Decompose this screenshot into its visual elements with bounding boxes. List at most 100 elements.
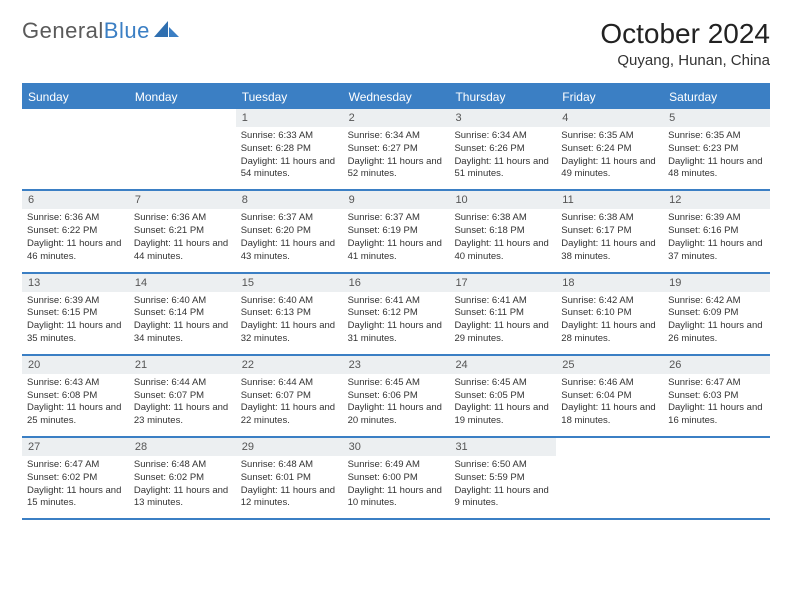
calendar-day: 4Sunrise: 6:35 AMSunset: 6:24 PMDaylight… bbox=[556, 109, 663, 189]
sunrise-text: Sunrise: 6:44 AM bbox=[134, 377, 231, 390]
day-body: Sunrise: 6:41 AMSunset: 6:12 PMDaylight:… bbox=[343, 292, 450, 354]
calendar-day: 22Sunrise: 6:44 AMSunset: 6:07 PMDayligh… bbox=[236, 356, 343, 436]
sunset-text: Sunset: 6:26 PM bbox=[454, 143, 551, 156]
sunrise-text: Sunrise: 6:38 AM bbox=[561, 212, 658, 225]
day-number: 9 bbox=[343, 191, 450, 209]
day-number: 22 bbox=[236, 356, 343, 374]
day-number: 14 bbox=[129, 274, 236, 292]
calendar-day: 24Sunrise: 6:45 AMSunset: 6:05 PMDayligh… bbox=[449, 356, 556, 436]
sunrise-text: Sunrise: 6:44 AM bbox=[241, 377, 338, 390]
sunrise-text: Sunrise: 6:48 AM bbox=[241, 459, 338, 472]
calendar-day: 27Sunrise: 6:47 AMSunset: 6:02 PMDayligh… bbox=[22, 438, 129, 518]
sunset-text: Sunset: 6:15 PM bbox=[27, 307, 124, 320]
calendar-day: 23Sunrise: 6:45 AMSunset: 6:06 PMDayligh… bbox=[343, 356, 450, 436]
logo-sail-icon bbox=[154, 19, 180, 39]
day-body: Sunrise: 6:39 AMSunset: 6:15 PMDaylight:… bbox=[22, 292, 129, 354]
daylight-text: Daylight: 11 hours and 18 minutes. bbox=[561, 402, 658, 428]
calendar-day bbox=[663, 438, 770, 518]
calendar-week: 27Sunrise: 6:47 AMSunset: 6:02 PMDayligh… bbox=[22, 438, 770, 520]
calendar-day: 28Sunrise: 6:48 AMSunset: 6:02 PMDayligh… bbox=[129, 438, 236, 518]
day-number: 11 bbox=[556, 191, 663, 209]
weekday-header: Wednesday bbox=[343, 85, 450, 109]
day-body: Sunrise: 6:41 AMSunset: 6:11 PMDaylight:… bbox=[449, 292, 556, 354]
sunset-text: Sunset: 6:17 PM bbox=[561, 225, 658, 238]
calendar-day: 14Sunrise: 6:40 AMSunset: 6:14 PMDayligh… bbox=[129, 274, 236, 354]
day-number: 6 bbox=[22, 191, 129, 209]
weekday-header: Thursday bbox=[449, 85, 556, 109]
calendar-day: 10Sunrise: 6:38 AMSunset: 6:18 PMDayligh… bbox=[449, 191, 556, 271]
sunrise-text: Sunrise: 6:40 AM bbox=[241, 295, 338, 308]
daylight-text: Daylight: 11 hours and 20 minutes. bbox=[348, 402, 445, 428]
calendar-day: 11Sunrise: 6:38 AMSunset: 6:17 PMDayligh… bbox=[556, 191, 663, 271]
day-number: 13 bbox=[22, 274, 129, 292]
sunset-text: Sunset: 5:59 PM bbox=[454, 472, 551, 485]
calendar-day: 26Sunrise: 6:47 AMSunset: 6:03 PMDayligh… bbox=[663, 356, 770, 436]
day-body: Sunrise: 6:37 AMSunset: 6:20 PMDaylight:… bbox=[236, 209, 343, 271]
sunset-text: Sunset: 6:14 PM bbox=[134, 307, 231, 320]
sunset-text: Sunset: 6:03 PM bbox=[668, 390, 765, 403]
calendar-day: 2Sunrise: 6:34 AMSunset: 6:27 PMDaylight… bbox=[343, 109, 450, 189]
sunrise-text: Sunrise: 6:41 AM bbox=[348, 295, 445, 308]
sunset-text: Sunset: 6:04 PM bbox=[561, 390, 658, 403]
day-body: Sunrise: 6:48 AMSunset: 6:01 PMDaylight:… bbox=[236, 456, 343, 518]
daylight-text: Daylight: 11 hours and 48 minutes. bbox=[668, 156, 765, 182]
day-body: Sunrise: 6:48 AMSunset: 6:02 PMDaylight:… bbox=[129, 456, 236, 518]
sunrise-text: Sunrise: 6:47 AM bbox=[668, 377, 765, 390]
day-body: Sunrise: 6:45 AMSunset: 6:05 PMDaylight:… bbox=[449, 374, 556, 436]
weekday-header-row: SundayMondayTuesdayWednesdayThursdayFrid… bbox=[22, 85, 770, 109]
daylight-text: Daylight: 11 hours and 34 minutes. bbox=[134, 320, 231, 346]
daylight-text: Daylight: 11 hours and 22 minutes. bbox=[241, 402, 338, 428]
day-number: 17 bbox=[449, 274, 556, 292]
calendar-day: 31Sunrise: 6:50 AMSunset: 5:59 PMDayligh… bbox=[449, 438, 556, 518]
calendar-day: 18Sunrise: 6:42 AMSunset: 6:10 PMDayligh… bbox=[556, 274, 663, 354]
day-number: 10 bbox=[449, 191, 556, 209]
calendar-day: 17Sunrise: 6:41 AMSunset: 6:11 PMDayligh… bbox=[449, 274, 556, 354]
sunrise-text: Sunrise: 6:34 AM bbox=[348, 130, 445, 143]
daylight-text: Daylight: 11 hours and 15 minutes. bbox=[27, 485, 124, 511]
daylight-text: Daylight: 11 hours and 46 minutes. bbox=[27, 238, 124, 264]
calendar-day: 13Sunrise: 6:39 AMSunset: 6:15 PMDayligh… bbox=[22, 274, 129, 354]
daylight-text: Daylight: 11 hours and 41 minutes. bbox=[348, 238, 445, 264]
day-number: 2 bbox=[343, 109, 450, 127]
calendar-week: 13Sunrise: 6:39 AMSunset: 6:15 PMDayligh… bbox=[22, 274, 770, 356]
calendar: SundayMondayTuesdayWednesdayThursdayFrid… bbox=[22, 83, 770, 520]
sunset-text: Sunset: 6:02 PM bbox=[134, 472, 231, 485]
day-number: 25 bbox=[556, 356, 663, 374]
weekday-header: Saturday bbox=[663, 85, 770, 109]
daylight-text: Daylight: 11 hours and 29 minutes. bbox=[454, 320, 551, 346]
calendar-day: 16Sunrise: 6:41 AMSunset: 6:12 PMDayligh… bbox=[343, 274, 450, 354]
daylight-text: Daylight: 11 hours and 37 minutes. bbox=[668, 238, 765, 264]
sunset-text: Sunset: 6:13 PM bbox=[241, 307, 338, 320]
calendar-day: 6Sunrise: 6:36 AMSunset: 6:22 PMDaylight… bbox=[22, 191, 129, 271]
day-body: Sunrise: 6:33 AMSunset: 6:28 PMDaylight:… bbox=[236, 127, 343, 189]
daylight-text: Daylight: 11 hours and 38 minutes. bbox=[561, 238, 658, 264]
calendar-week: 1Sunrise: 6:33 AMSunset: 6:28 PMDaylight… bbox=[22, 109, 770, 191]
sunset-text: Sunset: 6:01 PM bbox=[241, 472, 338, 485]
day-number: 15 bbox=[236, 274, 343, 292]
day-body: Sunrise: 6:38 AMSunset: 6:17 PMDaylight:… bbox=[556, 209, 663, 271]
sunset-text: Sunset: 6:09 PM bbox=[668, 307, 765, 320]
daylight-text: Daylight: 11 hours and 25 minutes. bbox=[27, 402, 124, 428]
day-body: Sunrise: 6:44 AMSunset: 6:07 PMDaylight:… bbox=[129, 374, 236, 436]
sunrise-text: Sunrise: 6:42 AM bbox=[668, 295, 765, 308]
sunrise-text: Sunrise: 6:39 AM bbox=[27, 295, 124, 308]
daylight-text: Daylight: 11 hours and 40 minutes. bbox=[454, 238, 551, 264]
logo-text-2: Blue bbox=[104, 18, 150, 44]
day-number: 27 bbox=[22, 438, 129, 456]
day-number: 26 bbox=[663, 356, 770, 374]
day-body: Sunrise: 6:49 AMSunset: 6:00 PMDaylight:… bbox=[343, 456, 450, 518]
day-body: Sunrise: 6:40 AMSunset: 6:14 PMDaylight:… bbox=[129, 292, 236, 354]
sunset-text: Sunset: 6:12 PM bbox=[348, 307, 445, 320]
day-number: 4 bbox=[556, 109, 663, 127]
day-body: Sunrise: 6:36 AMSunset: 6:21 PMDaylight:… bbox=[129, 209, 236, 271]
day-number: 24 bbox=[449, 356, 556, 374]
sunset-text: Sunset: 6:20 PM bbox=[241, 225, 338, 238]
day-body: Sunrise: 6:36 AMSunset: 6:22 PMDaylight:… bbox=[22, 209, 129, 271]
sunrise-text: Sunrise: 6:48 AM bbox=[134, 459, 231, 472]
day-number: 29 bbox=[236, 438, 343, 456]
sunrise-text: Sunrise: 6:35 AM bbox=[668, 130, 765, 143]
calendar-day: 9Sunrise: 6:37 AMSunset: 6:19 PMDaylight… bbox=[343, 191, 450, 271]
sunrise-text: Sunrise: 6:45 AM bbox=[348, 377, 445, 390]
sunrise-text: Sunrise: 6:34 AM bbox=[454, 130, 551, 143]
title-block: October 2024 Quyang, Hunan, China bbox=[600, 18, 770, 69]
